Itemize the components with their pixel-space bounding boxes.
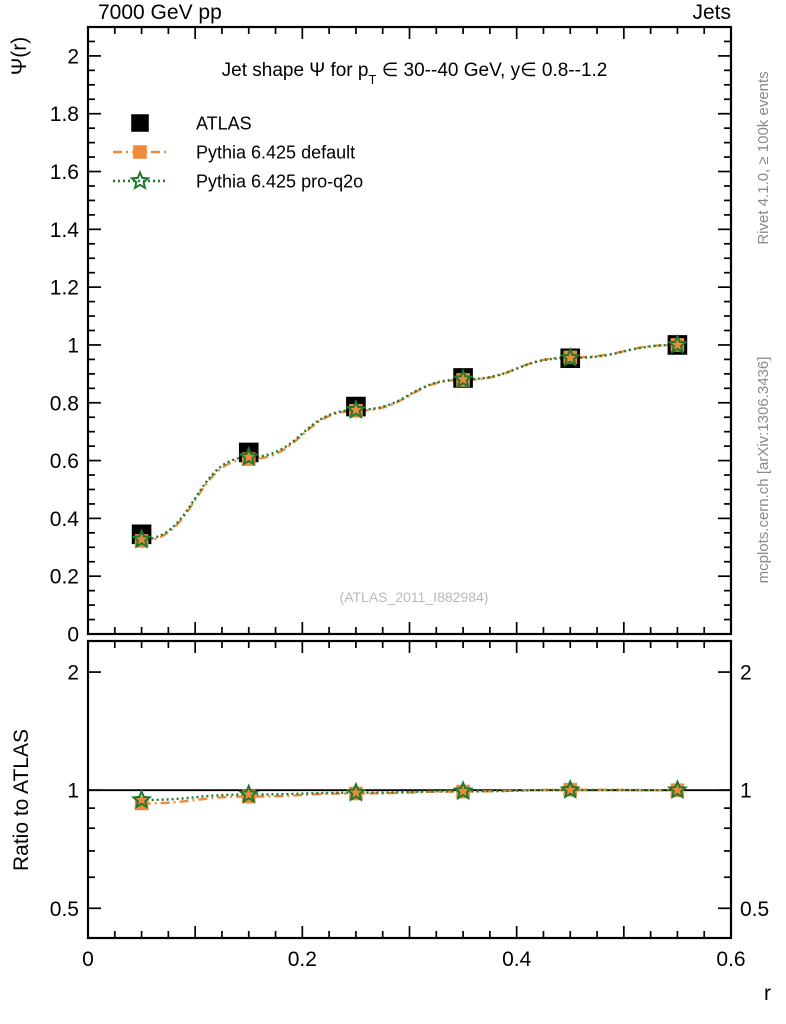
main-point-pythia-proq2o bbox=[345, 398, 367, 419]
x-tick-label: 0.2 bbox=[288, 948, 317, 971]
main-y-tick-label: 0.4 bbox=[50, 508, 80, 531]
main-point-pythia-proq2o bbox=[666, 333, 688, 354]
side-note-lower: mcplots.cern.ch [arXiv:1306.3436] bbox=[755, 357, 772, 584]
x-tick-label: 0.6 bbox=[716, 948, 745, 971]
legend-entry[interactable]: ATLAS bbox=[131, 114, 252, 134]
header-right-label: Jets bbox=[692, 1, 731, 24]
header-left-label: 7000 GeV pp bbox=[98, 1, 222, 24]
main-point-pythia-proq2o bbox=[131, 528, 153, 549]
main-y-tick-label: 0 bbox=[67, 624, 79, 647]
ratio-curve-pythia-default bbox=[141, 788, 678, 805]
ratio-point-pythia-proq2o bbox=[452, 780, 474, 801]
ratio-point-pythia-proq2o bbox=[666, 779, 688, 800]
main-y-tick-label: 2 bbox=[67, 45, 79, 68]
ratio-y-tick-label: 2 bbox=[67, 662, 79, 685]
legend-label-2: Pythia 6.425 default bbox=[196, 143, 355, 163]
side-note-upper: Rivet 4.1.0, ≥ 100k events bbox=[755, 71, 772, 244]
main-y-tick-label: 1.4 bbox=[50, 219, 80, 242]
ratio-point-pythia-proq2o bbox=[345, 781, 367, 802]
ratio-point-pythia-proq2o bbox=[131, 788, 153, 809]
legend-marker-square-icon bbox=[131, 114, 149, 132]
legend-label-3: Pythia 6.425 pro-q2o bbox=[196, 172, 363, 192]
ratio-y-tick-label-right: 2 bbox=[740, 662, 752, 685]
main-y-tick-label: 1 bbox=[67, 334, 79, 357]
dataset-watermark: (ATLAS_2011_I882984) bbox=[340, 589, 489, 605]
legend-entry[interactable]: Pythia 6.425 default bbox=[113, 143, 355, 163]
ratio-y-axis-title: Ratio to ATLAS bbox=[10, 729, 33, 871]
main-y-tick-label: 0.2 bbox=[50, 566, 79, 589]
main-y-tick-label: 0.6 bbox=[50, 450, 79, 473]
plot-title: Jet shape Ψ for pT ∈ 30--40 GeV, y∈ 0.8-… bbox=[222, 60, 608, 87]
x-axis-title: r bbox=[764, 982, 771, 1005]
main-y-tick-label: 1.6 bbox=[50, 161, 79, 184]
legend-label-1: ATLAS bbox=[196, 114, 252, 134]
ratio-y-tick-label-right: 1 bbox=[740, 780, 752, 803]
main-panel-frame bbox=[86, 25, 733, 636]
main-curve-pythia-proq2o bbox=[141, 343, 678, 541]
ratio-y-tick-label: 0.5 bbox=[50, 898, 79, 921]
legend-entry[interactable]: Pythia 6.425 pro-q2o bbox=[113, 169, 363, 192]
main-curve-pythia-default bbox=[141, 343, 678, 543]
ratio-y-tick-label: 1 bbox=[67, 780, 79, 803]
ratio-y-tick-label-right: 0.5 bbox=[740, 898, 769, 921]
main-y-tick-label: 1.8 bbox=[50, 103, 79, 126]
legend-marker-star-icon bbox=[129, 169, 151, 190]
main-y-axis-title: Ψ(r) bbox=[8, 37, 31, 76]
main-y-tick-label: 1.2 bbox=[50, 277, 79, 300]
x-tick-label: 0 bbox=[82, 948, 94, 971]
x-tick-label: 0.4 bbox=[502, 948, 532, 971]
ratio-point-pythia-proq2o bbox=[238, 783, 260, 804]
main-point-pythia-proq2o bbox=[238, 445, 260, 467]
legend-marker-square-icon bbox=[133, 145, 147, 159]
main-point-pythia-proq2o bbox=[559, 346, 581, 367]
ratio-point-pythia-proq2o bbox=[559, 778, 581, 799]
main-point-pythia-proq2o bbox=[452, 368, 474, 389]
main-y-tick-label: 0.8 bbox=[50, 392, 79, 415]
